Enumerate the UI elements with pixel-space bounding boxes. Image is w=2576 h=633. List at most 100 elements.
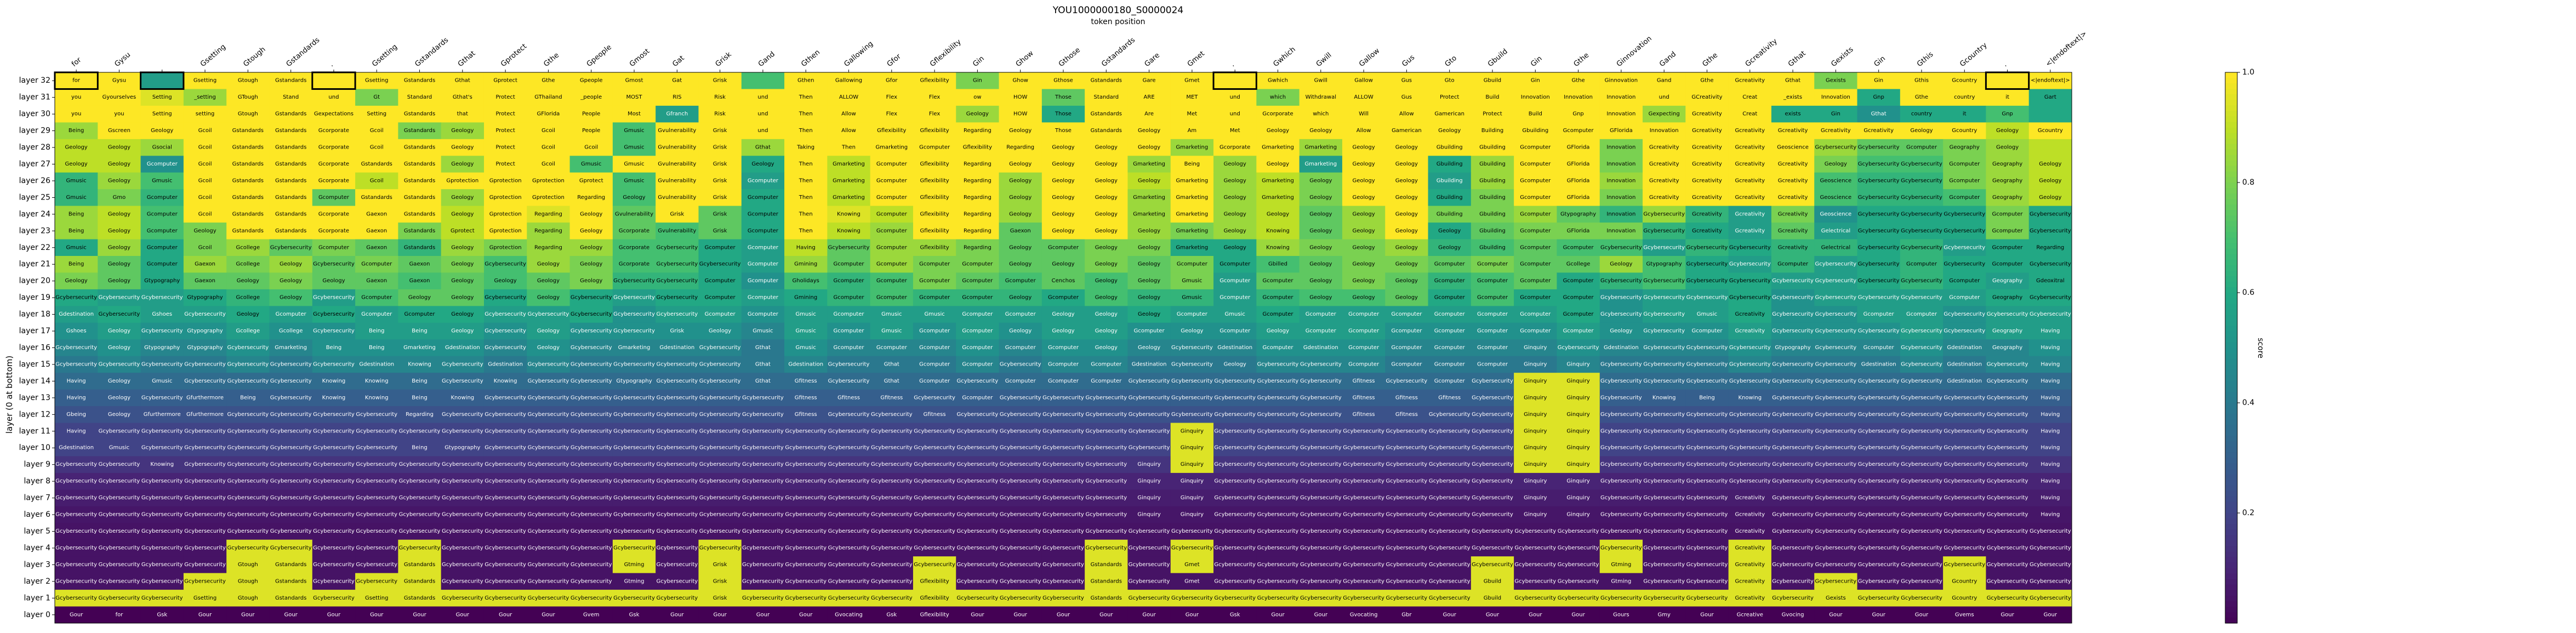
cell-token-label: Gt [373,94,380,100]
cell-token-label: Gamerican [1392,128,1422,134]
heatmap-cell [827,172,871,190]
heatmap-cell [1814,189,1857,207]
heatmap-cell [827,89,871,106]
heatmap-cell [527,256,570,273]
x-tick-label: Gtough [242,45,267,69]
cell-token-label: Gour [713,612,727,618]
heatmap-cell [741,256,785,273]
heatmap-cell [784,239,828,256]
heatmap-cell [1299,256,1343,273]
cell-token-label: Gcybersecurity [1858,445,1900,451]
cell-token-label: Gcybersecurity [1901,228,1942,234]
heatmap-cell [1943,139,1986,156]
cell-token-label: Gcybersecurity [270,395,312,401]
heatmap-cell [1256,322,1300,340]
cell-token-label: Geology [1267,211,1289,217]
heatmap-cell [569,105,613,123]
chart-title: YOU1000000180_S0000024 [1052,5,1183,16]
cell-token-label: Being [412,395,427,401]
cell-token-label: Gcybersecurity [1085,395,1127,401]
cell-token-label: Grisk [713,128,727,134]
cell-token-label: Gcomputer [147,161,178,167]
heatmap-cell [1685,322,1729,340]
cell-token-label: Gcybersecurity [1514,595,1556,601]
colorbar-segment [2225,557,2237,563]
cell-token-label: Ginquiry [1566,495,1589,501]
heatmap-cell [741,172,785,190]
heatmap-cell [999,289,1042,306]
heatmap-cell [1127,172,1171,190]
heatmap-cell [1900,172,1944,190]
heatmap-cell [612,289,656,306]
cell-token-label: Gcybersecurity [1944,311,1985,317]
cell-token-label: Gcybersecurity [1987,528,2028,534]
heatmap-cell [1428,339,1472,357]
cell-token-label: Gstandards [404,178,435,184]
cell-token-label: Gcomputer [1262,278,1293,284]
cell-token-label: Gcybersecurity [656,278,698,284]
heatmap-cell [1900,206,1944,223]
heatmap-cell [784,306,828,323]
cell-token-label: Geology [451,244,474,250]
heatmap-cell [741,206,785,223]
heatmap-cell [1471,172,1514,190]
cell-token-label: Gstandards [275,562,306,568]
cell-token-label: Gcybersecurity [613,295,655,301]
cell-token-label: Gcybersecurity [1000,595,1041,601]
cell-token-label: Ginquiry [1566,461,1589,467]
heatmap-cell [398,189,442,207]
heatmap-cell [441,206,485,223]
y-tick-label: layer 3 [24,560,50,569]
cell-token-label: Gcybersecurity [785,528,827,534]
heatmap-cell [913,105,956,123]
cell-token-label: Gour [1057,612,1070,618]
heatmap-cell [269,272,313,290]
heatmap-cell [698,322,742,340]
heatmap-cell [1342,139,1386,156]
cell-token-label: Geography [1950,145,1980,151]
cell-token-label: Gcybersecurity [1944,395,1985,401]
heatmap-cell [1986,223,2030,239]
heatmap-cell [612,339,656,357]
cell-token-label: Ginquiry [1137,461,1160,467]
heatmap-cell [741,122,785,140]
cell-token-label: Gcomputer [1520,261,1551,267]
cell-token-label: Gdestination [59,445,94,451]
cell-token-label: Geology [1224,361,1246,367]
cell-token-label: Gcybersecurity [914,445,955,451]
cell-token-label: Gcybersecurity [1901,478,1942,484]
colorbar-segment [2225,326,2237,332]
heatmap-cell [1127,139,1171,156]
cell-token-label: Gcybersecurity [1214,578,1256,584]
heatmap-cell [698,189,742,207]
cell-token-label: Cenchos [1052,278,1075,284]
cell-token-label: Gcybersecurity [1772,445,1814,451]
cell-token-label: Build [1529,111,1542,117]
cell-token-label: GFlorida [537,111,560,117]
heatmap-cell [483,239,527,256]
cell-token-label: Geology [537,328,560,334]
cell-token-label: Gcybersecurity [699,545,741,551]
cell-token-label: Gmusic [66,178,86,184]
cell-token-label: Gcybersecurity [1772,328,1814,334]
cell-token-label: Gcoil [370,128,384,134]
heatmap-cell [1728,122,1772,140]
cell-token-label: ALLOW [839,94,858,100]
cell-token-label: Gcybersecurity [1214,445,1256,451]
heatmap-cell [1943,339,1986,357]
cell-token-label: Protect [495,145,515,151]
cell-token-label: Gcybersecurity [828,478,870,484]
cell-token-label: Gcomputer [1048,345,1079,351]
cell-token-label: Geology [623,195,645,201]
cell-token-label: Gcybersecurity [1815,295,1857,301]
heatmap-cell [2028,272,2072,290]
heatmap-cell [698,239,742,256]
cell-token-label: Gcybersecurity [1600,528,1642,534]
cell-token-label: Gcybersecurity [571,361,612,367]
cell-token-label: Gcybersecurity [1815,311,1857,317]
heatmap-cell [1428,239,1472,256]
cell-token-label: Gcybersecurity [1686,295,1728,301]
cell-token-label: Geology [280,261,302,267]
heatmap-cell [656,339,699,357]
x-tick-label: Gthen [800,48,822,69]
